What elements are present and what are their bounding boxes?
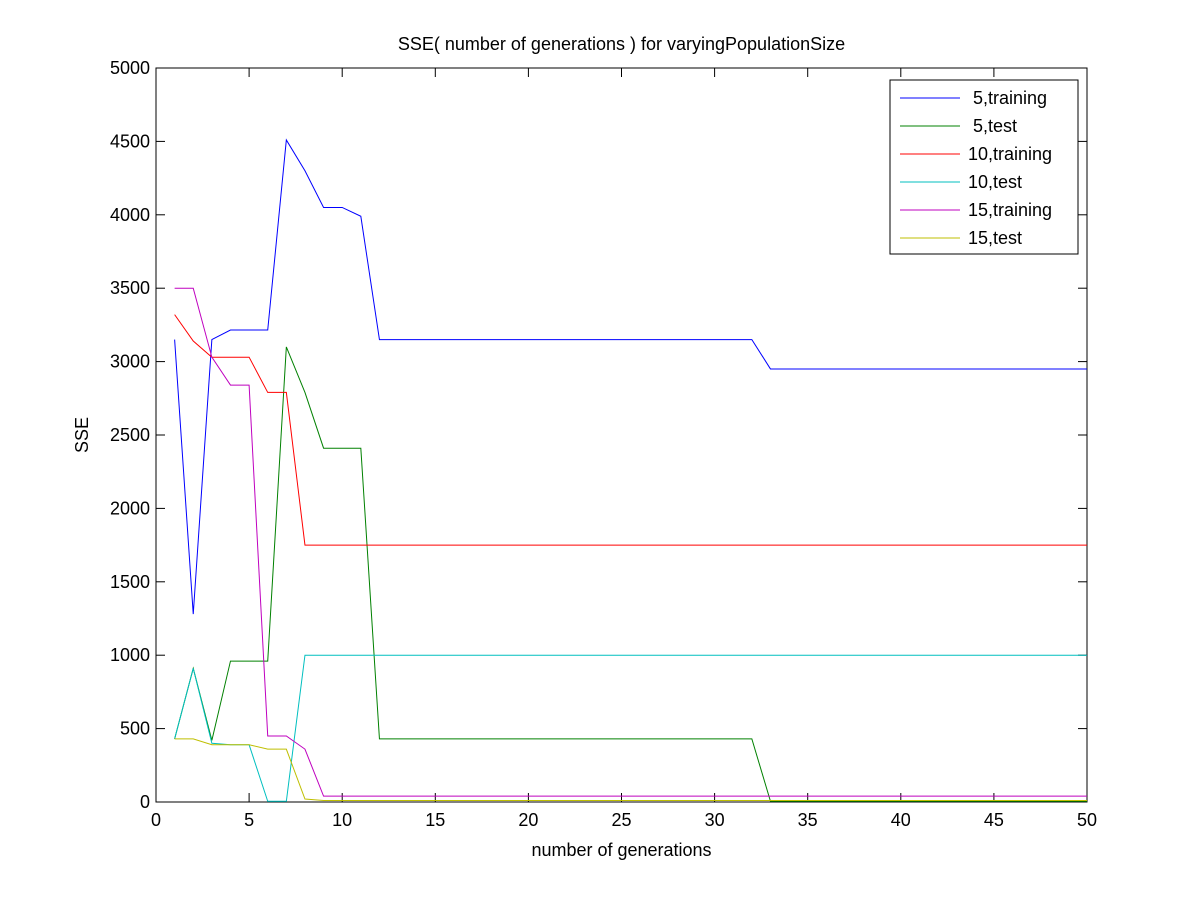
- x-tick-label: 40: [891, 810, 911, 830]
- x-axis-label: number of generations: [531, 840, 711, 860]
- y-tick-label: 3000: [110, 352, 150, 372]
- x-tick-label: 25: [611, 810, 631, 830]
- legend-label: 10,training: [968, 144, 1052, 164]
- series-line: [174, 314, 1087, 546]
- legend-label: 15,test: [968, 228, 1022, 248]
- x-tick-label: 50: [1077, 810, 1097, 830]
- legend: 5,training 5,test 10,training 10,test 15,tr…: [889, 79, 1079, 255]
- y-axis-label: SSE: [72, 417, 92, 453]
- legend-label: 15,training: [968, 200, 1052, 220]
- legend-label: 5,training: [968, 88, 1047, 108]
- y-tick-label: 4000: [110, 205, 150, 225]
- y-tick-label: 1500: [110, 572, 150, 592]
- x-tick-label: 0: [151, 810, 161, 830]
- y-tick-label: 1000: [110, 645, 150, 665]
- series-line: [174, 138, 1087, 615]
- x-tick-label: 45: [984, 810, 1004, 830]
- x-tick-label: 10: [332, 810, 352, 830]
- x-tick-label: 15: [425, 810, 445, 830]
- y-tick-label: 0: [140, 792, 150, 812]
- y-tick-label: 3500: [110, 278, 150, 298]
- legend-label: 10,test: [968, 172, 1022, 192]
- x-tick-label: 20: [518, 810, 538, 830]
- y-tick-label: 4500: [110, 131, 150, 151]
- x-tick-label: 30: [705, 810, 725, 830]
- plot-area: 0 5 10 15 20 25 30 35 40 45 5005001000150020002500…: [110, 58, 1097, 830]
- x-tick-label: 35: [798, 810, 818, 830]
- y-tick-label: 2000: [110, 498, 150, 518]
- y-tick-label: 500: [120, 719, 150, 739]
- chart-title: SSE( number of generations ) for varying…: [398, 34, 845, 54]
- series-line: [174, 287, 1087, 797]
- y-tick-label: 2500: [110, 425, 150, 445]
- y-tick-label: 5000: [110, 58, 150, 78]
- series-line: [174, 738, 1087, 802]
- x-tick-label: 5: [244, 810, 254, 830]
- series-line: [174, 346, 1087, 802]
- legend-label: 5,test: [968, 116, 1017, 136]
- legend-box: [889, 79, 1079, 255]
